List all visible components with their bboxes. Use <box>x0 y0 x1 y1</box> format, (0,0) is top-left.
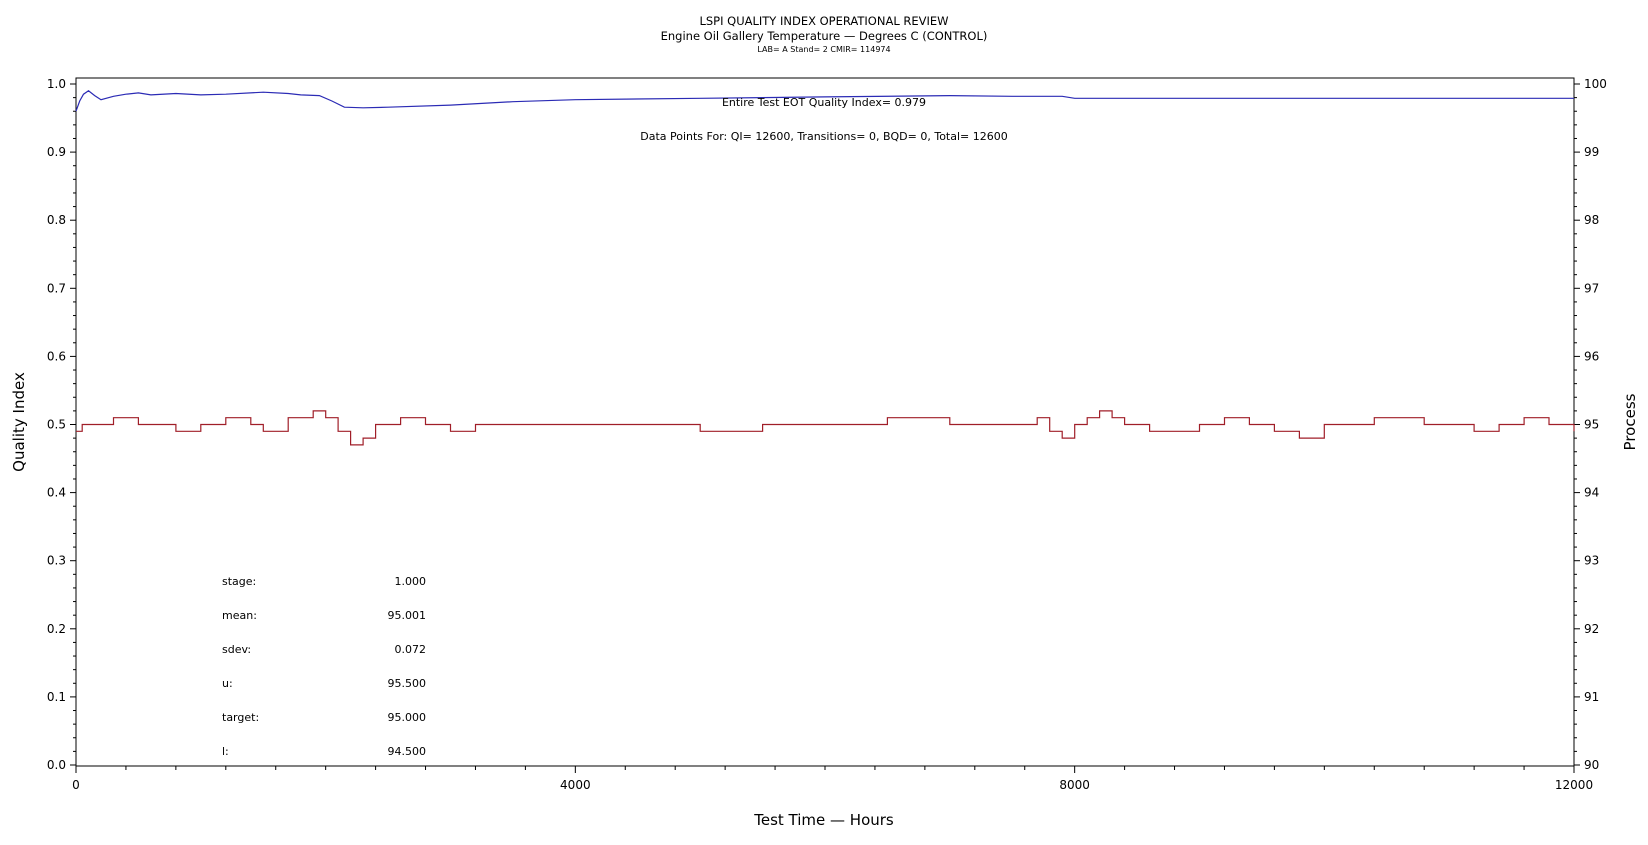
stat-value: 95.001 <box>388 609 427 622</box>
y-tick-label: 0.9 <box>47 145 66 159</box>
y-tick-label: 0.5 <box>47 418 66 432</box>
y-tick-label: 0.3 <box>47 554 66 568</box>
x-tick-label: 12000 <box>1555 778 1593 792</box>
y2-tick-label: 98 <box>1584 213 1599 227</box>
y-tick-label: 0.2 <box>47 622 66 636</box>
process-series-line <box>76 410 1575 446</box>
x-axis-title: Test Time — Hours <box>753 811 894 829</box>
x-tick-label: 4000 <box>560 778 591 792</box>
y-tick-label: 0.8 <box>47 213 66 227</box>
x-tick-label: 0 <box>72 778 80 792</box>
stat-value: 0.072 <box>395 643 427 656</box>
y2-axis-title: Process <box>1621 393 1639 450</box>
y-tick-label: 1.0 <box>47 77 66 91</box>
stat-value: 95.000 <box>388 711 427 724</box>
y2-tick-label: 95 <box>1584 418 1599 432</box>
y-tick-label: 0.1 <box>47 690 66 704</box>
y2-tick-label: 97 <box>1584 281 1599 295</box>
stat-label: sdev: <box>222 643 251 656</box>
quality-index-series-line <box>75 90 1574 112</box>
data-points-annotation: Data Points For: QI= 12600, Transitions=… <box>640 130 1008 143</box>
y2-tick-label: 94 <box>1584 486 1599 500</box>
stat-value: 94.500 <box>388 745 427 758</box>
chart-title: LSPI QUALITY INDEX OPERATIONAL REVIEW <box>699 14 948 28</box>
y-tick-label: 0.7 <box>47 281 66 295</box>
x-tick-label: 8000 <box>1059 778 1090 792</box>
stat-label: stage: <box>222 575 256 588</box>
plot-frame <box>75 77 1575 767</box>
chart-subtitle: Engine Oil Gallery Temperature — Degrees… <box>661 29 988 43</box>
stat-label: l: <box>222 745 229 758</box>
y2-tick-label: 96 <box>1584 349 1599 363</box>
y2-tick-label: 99 <box>1584 145 1599 159</box>
chart-stand-info: LAB= A Stand= 2 CMIR= 114974 <box>757 45 890 54</box>
y2-tick-label: 91 <box>1584 690 1599 704</box>
stat-value: 1.000 <box>395 575 427 588</box>
quality-index-annotation: Entire Test EOT Quality Index= 0.979 <box>722 96 926 109</box>
y2-tick-label: 90 <box>1584 758 1599 772</box>
y-tick-label: 0.6 <box>47 349 66 363</box>
stat-label: mean: <box>222 609 257 622</box>
stat-label: u: <box>222 677 233 690</box>
y2-tick-label: 93 <box>1584 554 1599 568</box>
y-tick-label: 0.4 <box>47 486 66 500</box>
stat-value: 95.500 <box>388 677 427 690</box>
stats-table: stage: 1.000 mean: 95.001 sdev: 0.072 u: 95.500… <box>222 575 426 758</box>
y2-tick-label: 92 <box>1584 622 1599 636</box>
y-axis-title: Quality Index <box>10 372 28 472</box>
y2-tick-label: 100 <box>1584 77 1607 91</box>
stat-label: target: <box>222 711 259 724</box>
y-tick-label: 0.0 <box>47 758 66 772</box>
